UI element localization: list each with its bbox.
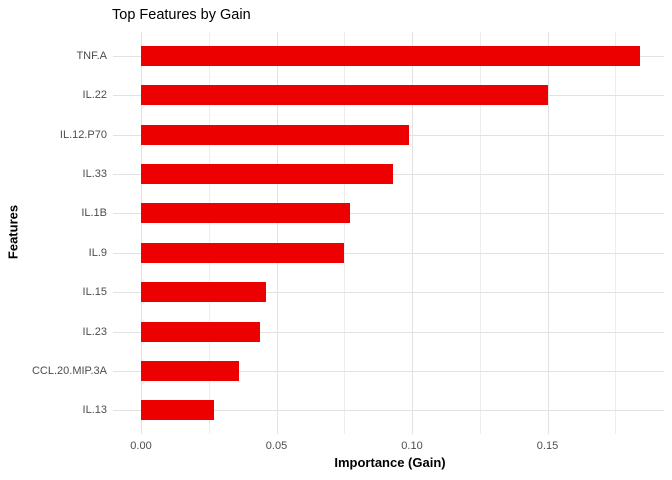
- y-tick-label: IL.23: [82, 325, 107, 338]
- x-tick-label: 0.05: [265, 440, 288, 452]
- y-major-gridline: [113, 252, 664, 254]
- y-major-gridline: [113, 331, 664, 333]
- y-tick-label: IL.1B: [81, 207, 107, 220]
- bar: [141, 203, 350, 224]
- y-major-gridline: [113, 410, 664, 412]
- x-tick-label: 0.15: [536, 440, 559, 452]
- x-major-gridline: [412, 32, 413, 434]
- bar: [141, 360, 239, 381]
- x-axis-title: Importance (Gain): [334, 455, 446, 470]
- y-tick-label: IL.15: [82, 286, 107, 299]
- x-tick-label: 0.00: [130, 440, 152, 452]
- y-major-gridline: [113, 213, 664, 215]
- x-minor-gridline: [479, 32, 481, 434]
- y-tick-label: CCL.20.MIP.3A: [31, 364, 107, 377]
- bar: [141, 45, 640, 66]
- y-tick-label: IL.12.P70: [59, 128, 107, 141]
- y-tick-label: TNF.A: [76, 49, 107, 62]
- plot-panel: [113, 32, 664, 434]
- y-major-gridline: [113, 370, 664, 372]
- x-major-gridline: [141, 32, 142, 434]
- chart-title: Top Features by Gain: [112, 7, 251, 23]
- bar: [141, 282, 266, 303]
- y-tick-label: IL.9: [88, 246, 107, 259]
- x-minor-gridline: [208, 32, 210, 434]
- y-tick-label: IL.13: [82, 404, 107, 417]
- bar: [141, 242, 345, 263]
- x-minor-gridline: [615, 32, 617, 434]
- x-tick-label: 0.10: [401, 440, 423, 452]
- x-major-gridline: [547, 32, 549, 434]
- y-tick-label: IL.33: [82, 167, 107, 180]
- x-major-gridline: [276, 32, 278, 434]
- y-major-gridline: [113, 292, 664, 294]
- bar: [141, 163, 393, 184]
- bar: [141, 321, 261, 342]
- bar: [141, 124, 410, 145]
- bar: [141, 400, 215, 421]
- bar: [141, 85, 548, 106]
- x-minor-gridline: [344, 32, 346, 434]
- y-tick-label: IL.22: [82, 89, 107, 102]
